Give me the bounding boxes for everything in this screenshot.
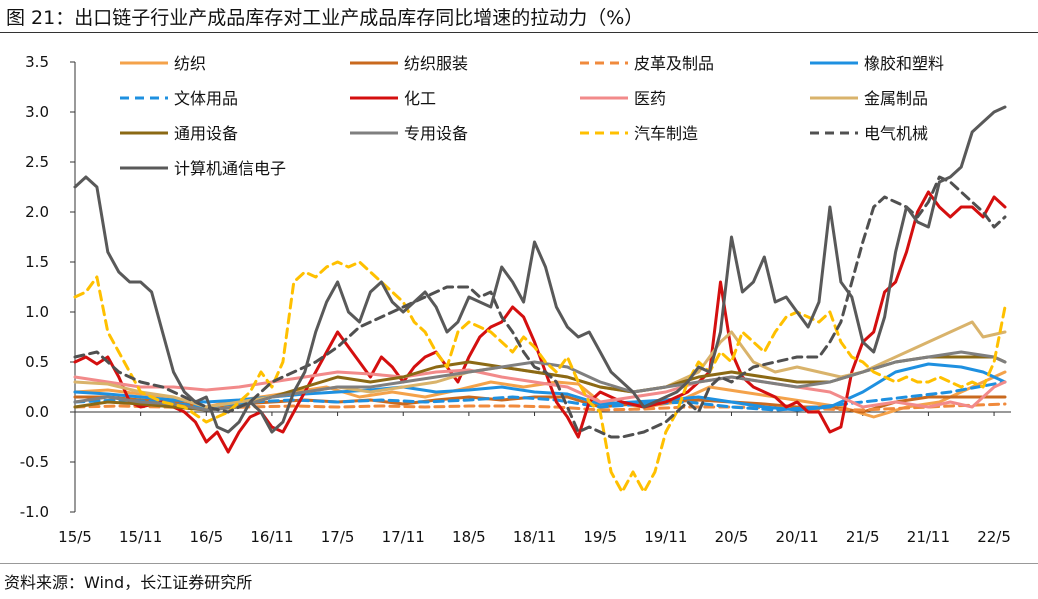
y-tick-label: -1.0: [20, 503, 49, 521]
series-line-7: [73, 368, 1007, 409]
y-tick-label: 3.5: [25, 53, 49, 71]
x-tick-label: 16/5: [189, 528, 223, 546]
x-tick-label: 22/5: [977, 528, 1011, 546]
legend-label: 专用设备: [404, 124, 468, 143]
y-tick-label: 1.0: [25, 303, 49, 321]
x-tick-label: 15/11: [119, 528, 162, 546]
y-tick-label: 1.5: [25, 253, 49, 271]
series-line-11: [73, 260, 1007, 494]
x-tick-label: 15/5: [58, 528, 92, 546]
x-tick-label: 20/5: [715, 528, 749, 546]
y-tick-label: 2.5: [25, 153, 49, 171]
legend-label: 纺织服装: [404, 54, 468, 73]
legend-label: 纺织: [174, 54, 206, 73]
x-tick-label: 21/5: [846, 528, 880, 546]
series-line-4: [73, 362, 1007, 412]
y-tick-label: 2.0: [25, 203, 49, 221]
line-chart: 3.5 3.0 2.5 2.0 1.5 1.0 0.5 0.0 -0.5 -1.0 15/5 15/1…: [20, 53, 1011, 546]
series-line-12: [73, 175, 1007, 439]
legend-label: 皮革及制品: [634, 54, 714, 73]
figure-title: 图 21：出口链子行业产成品库存对工业产成品库存同比增速的拉动力（%）: [6, 6, 643, 30]
y-tick-label: 0.5: [25, 353, 49, 371]
y-tick-label: 0.0: [25, 403, 49, 421]
title-divider: [0, 32, 1038, 33]
legend-label: 计算机通信电子: [174, 159, 286, 178]
x-tick-label: 17/11: [382, 528, 425, 546]
series-line-6: [73, 190, 1007, 454]
x-tick-label: 21/11: [907, 528, 950, 546]
x-tick-label: 18/5: [452, 528, 486, 546]
legend-label: 医药: [634, 89, 666, 108]
x-tick-label: 20/11: [776, 528, 819, 546]
x-tick-label: 19/5: [583, 528, 617, 546]
source-note: 资料来源：Wind，长江证券研究所: [4, 573, 253, 592]
legend-label: 文体用品: [174, 89, 238, 108]
legend-label: 化工: [404, 89, 436, 108]
legend-label: 汽车制造: [634, 124, 698, 143]
figure-label: 图 21：: [6, 7, 75, 29]
x-tick-label: 17/5: [321, 528, 355, 546]
y-tick-label: 3.0: [25, 103, 49, 121]
legend-label: 金属制品: [864, 89, 928, 108]
series-layer: [73, 105, 1007, 494]
x-tick-label: 19/11: [644, 528, 687, 546]
y-tick-label: -0.5: [20, 453, 49, 471]
legend-label: 通用设备: [174, 124, 238, 143]
figure-title-text: 出口链子行业产成品库存对工业产成品库存同比增速的拉动力（%）: [74, 7, 644, 29]
chart-axes: 3.5 3.0 2.5 2.0 1.5 1.0 0.5 0.0 -0.5 -1.0 15/5 15/1…: [20, 53, 1011, 546]
series-line-13: [73, 105, 1007, 434]
source-divider: [0, 563, 1038, 564]
x-tick-label: 16/11: [250, 528, 293, 546]
legend-label: 橡胶和塑料: [864, 54, 944, 73]
legend-label: 电气机械: [864, 124, 928, 143]
x-tick-label: 18/11: [513, 528, 556, 546]
